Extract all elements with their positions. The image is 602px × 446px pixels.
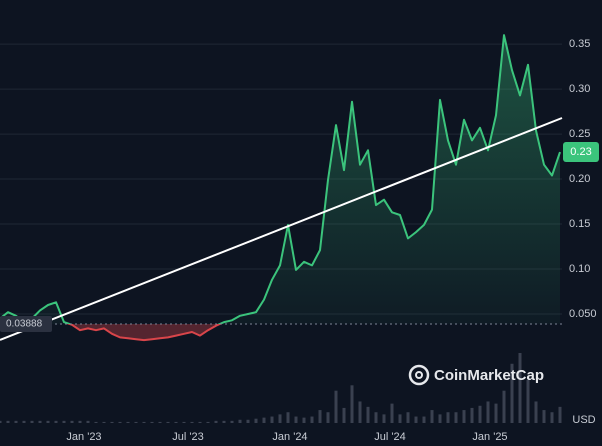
volume-bar	[54, 420, 58, 423]
volume-bar	[398, 414, 402, 423]
volume-bar	[182, 421, 186, 423]
volume-bar	[0, 420, 2, 423]
volume-bar	[478, 405, 482, 423]
volume-bar	[14, 420, 18, 423]
volume-bar	[6, 420, 10, 423]
volume-bar	[318, 410, 322, 423]
y-tick-label: 0.15	[569, 218, 590, 230]
baseline-label: 0.03888	[6, 319, 43, 330]
watermark-text: CoinMarketCap	[434, 367, 544, 384]
price-line	[0, 34, 561, 342]
volume-bar	[38, 420, 42, 423]
volume-bar	[534, 401, 538, 423]
volume-bar	[62, 420, 66, 423]
volume-bar	[366, 406, 370, 423]
price-badge-label: 0.23	[570, 146, 591, 158]
volume-bar	[454, 412, 458, 423]
volume-bar	[22, 420, 26, 423]
trend-line	[0, 117, 563, 341]
y-tick-label: 0.20	[569, 173, 590, 185]
volume-bar	[406, 412, 410, 423]
volume-bar	[510, 363, 514, 423]
y-tick-label: 0.050	[569, 308, 597, 320]
volume-bar	[446, 412, 450, 423]
volume-bar	[102, 421, 106, 423]
volume-bar	[310, 416, 314, 423]
volume-bar	[462, 410, 466, 423]
volume-bar	[422, 416, 426, 423]
volume-bar	[142, 421, 146, 423]
volume-bar	[438, 414, 442, 423]
volume-bar	[198, 421, 202, 423]
x-tick-label: Jan '25	[472, 431, 507, 443]
volume-bar	[174, 421, 178, 423]
volume-bar	[166, 421, 170, 423]
volume-bar	[430, 410, 434, 423]
currency-label: USD	[572, 414, 595, 426]
volume-bar	[470, 407, 474, 423]
volume-bar	[286, 412, 290, 423]
volume-bar	[358, 401, 362, 423]
x-tick-label: Jan '24	[272, 431, 307, 443]
volume-bar	[270, 416, 274, 423]
volume-bar	[390, 403, 394, 423]
volume-bar	[222, 420, 226, 423]
volume-bar	[374, 412, 378, 423]
volume-bar	[326, 412, 330, 423]
y-tick-label: 0.35	[569, 38, 590, 50]
volume-bar	[494, 403, 498, 423]
volume-bar	[502, 390, 506, 423]
price-badge	[563, 142, 599, 163]
volume-bar	[118, 421, 122, 423]
volume-bar	[126, 421, 130, 423]
area	[0, 35, 560, 341]
volume-bar	[542, 410, 546, 423]
volume-bar	[294, 416, 298, 423]
baseline-tag-bg	[0, 316, 52, 333]
volume-bar	[190, 421, 194, 423]
volume-bar	[86, 420, 90, 423]
baseline-tag: 0.03888	[0, 316, 52, 333]
volume-bar	[558, 406, 562, 423]
volume-bar	[206, 421, 210, 423]
volume-bar	[94, 421, 98, 423]
x-tick-label: Jan '23	[66, 431, 101, 443]
volume-bar	[110, 421, 114, 423]
volume-bar	[158, 421, 162, 423]
volume-bar	[30, 420, 34, 423]
volume-bar	[214, 420, 218, 423]
x-tick-label: Jul '23	[172, 431, 203, 443]
volume-bar	[382, 414, 386, 423]
volume-bar	[414, 416, 418, 423]
y-tick-label: 0.30	[569, 83, 590, 95]
volume-bar	[150, 421, 154, 423]
volume-bar	[518, 353, 522, 423]
x-tick-label: Jul '24	[374, 431, 405, 443]
volume-bar	[46, 420, 50, 423]
volume-bar	[254, 418, 258, 423]
volume-bar	[334, 390, 338, 423]
y-tick-label: 0.25	[569, 128, 590, 140]
y-tick-label: 0.10	[569, 263, 590, 275]
volume-bar	[262, 417, 266, 423]
watermark: CoinMarketCap	[408, 364, 544, 386]
volume-bar	[134, 421, 138, 423]
volume-bar	[302, 417, 306, 423]
volume-bar	[526, 379, 530, 423]
volume-bar	[350, 385, 354, 423]
volume-bar	[550, 412, 554, 423]
volume-bar	[486, 401, 490, 423]
volume-bar	[230, 420, 234, 423]
volume-bar	[78, 420, 82, 423]
volume-bar	[342, 407, 346, 423]
volume-bar	[238, 419, 242, 423]
volume-bar	[70, 420, 74, 423]
volume-bar	[246, 419, 250, 423]
volume-bar	[278, 414, 282, 423]
